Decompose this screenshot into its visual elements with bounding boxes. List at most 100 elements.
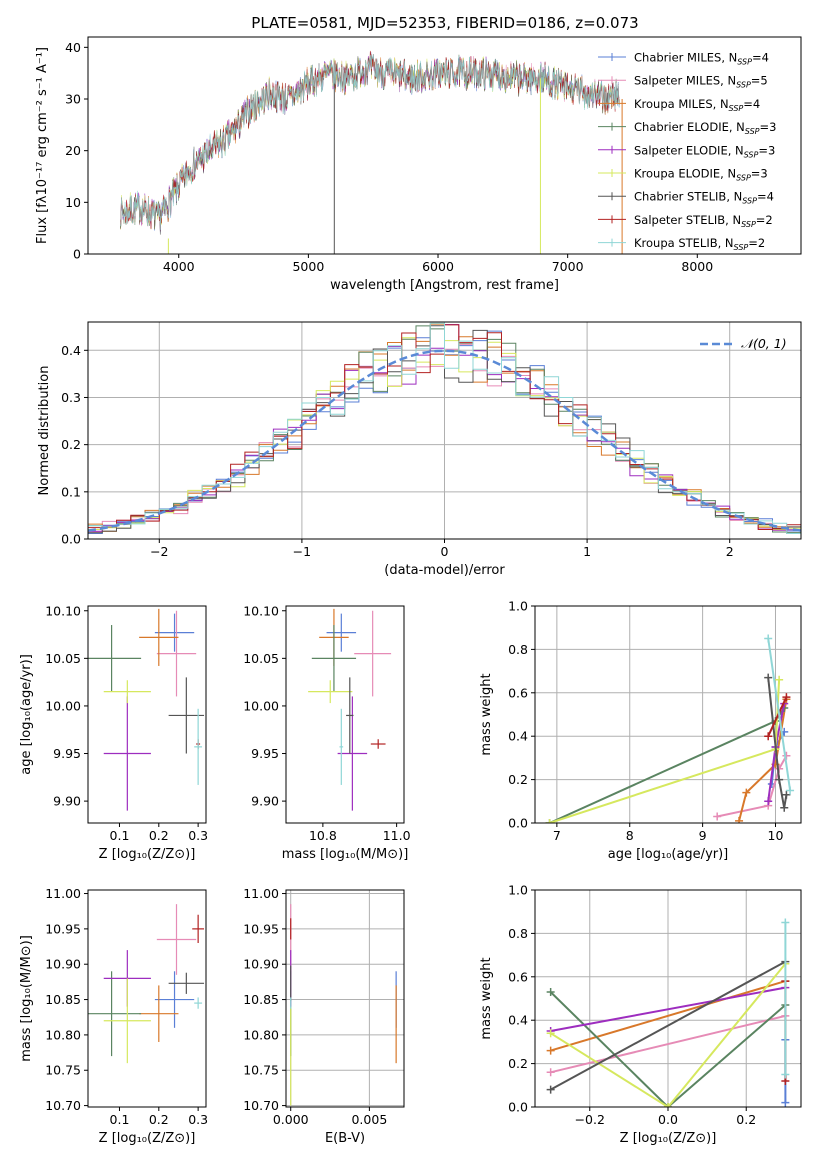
legend-label-subscript: SSP xyxy=(734,243,749,252)
x-tick-label: 0.3 xyxy=(188,1112,208,1127)
weight-line-kroupa_stelib xyxy=(767,638,792,791)
plot-area xyxy=(290,904,397,1106)
weight-marker-kroupa_elodie xyxy=(775,675,784,684)
y-tick-label: 9.90 xyxy=(251,794,279,809)
x-tick-label: 0 xyxy=(441,544,449,559)
y-tick-label: 30 xyxy=(65,92,81,107)
chart-mass-weight-vs-age: 7 8 9 10 0.0 0.2 0.4 0.6 0.8 1.0 age [log₁₀(age/yr… xyxy=(479,599,802,862)
legend-label-chabrier_elodie: Chabrier ELODIE, NSSP=3 xyxy=(634,120,776,136)
legend-label-suffix: =3 xyxy=(751,167,768,181)
y-axis-label: mass weight xyxy=(479,957,494,1039)
legend-label-salpeter_miles: Salpeter MILES, NSSP=5 xyxy=(634,74,768,90)
y-tick-label: 0.8 xyxy=(508,642,528,657)
legend-label-normal: 𝒩(0, 1) xyxy=(741,336,787,351)
weight-marker-kroupa_stelib xyxy=(764,634,773,643)
weight-marker-salpeter_stelib xyxy=(782,693,791,702)
legend-label-chabrier_stelib: Chabrier STELIB, NSSP=4 xyxy=(634,190,774,206)
plot-area xyxy=(88,322,801,534)
chart-mass-vs-ebv: 0.000 0.005 10.70 10.75 10.80 10.85 10.90 10.95… xyxy=(243,886,405,1146)
y-tick-label: 1.0 xyxy=(508,599,528,614)
x-tick-label: 10.8 xyxy=(309,828,337,843)
x-tick-label: 0.1 xyxy=(110,828,130,843)
y-tick-label: 0.4 xyxy=(61,343,81,358)
y-tick-label: 0.0 xyxy=(508,816,528,831)
legend-label-suffix: =4 xyxy=(757,190,774,204)
axes-frame xyxy=(534,889,802,1108)
legend-label-text: Chabrier ELODIE, N xyxy=(634,120,745,134)
weight-marker-kroupa_stelib xyxy=(786,786,795,795)
weight-marker-kroupa_stelib xyxy=(781,1070,790,1079)
y-tick-label: 0.3 xyxy=(61,390,81,405)
y-tick-label: 10.05 xyxy=(243,651,279,666)
x-tick-label: 1 xyxy=(583,544,591,559)
legend-label-subscript: SSP xyxy=(742,197,757,206)
plot-area xyxy=(88,904,205,1064)
y-tick-label: 40 xyxy=(65,40,81,55)
y-axis-label: Flux [fλ10⁻¹⁷ erg cm⁻² s⁻¹ A⁻¹] xyxy=(35,47,50,244)
x-axis-label: Z [log₁₀(Z/Z⊙)] xyxy=(99,1131,196,1146)
legend-label-subscript: SSP xyxy=(745,127,760,136)
x-axis-label: Z [log₁₀(Z/Z⊙)] xyxy=(620,1131,717,1146)
legend-label-text: Salpeter STELIB, N xyxy=(634,213,741,227)
weight-line-kroupa_miles xyxy=(550,980,786,1052)
x-tick-label: 9 xyxy=(699,828,707,843)
legend-label-suffix: =2 xyxy=(748,236,765,250)
x-tick-label: 0.005 xyxy=(351,1112,387,1127)
legend-label-subscript: SSP xyxy=(741,220,756,229)
legend-label-chabrier_miles: Chabrier MILES, NSSP=4 xyxy=(634,51,769,67)
weight-marker-salpeter_miles xyxy=(713,812,722,821)
y-tick-label: 10.00 xyxy=(45,698,81,713)
legend-label-suffix: =4 xyxy=(743,97,760,111)
x-tick-label: 7 xyxy=(553,828,561,843)
y-tick-label: 10.90 xyxy=(45,957,81,972)
weight-marker-chabrier_elodie xyxy=(546,987,555,996)
x-tick-label: −0.2 xyxy=(575,1112,605,1127)
weight-marker-chabrier_stelib xyxy=(775,775,784,784)
chart-mass-weight-vs-z: −0.2 0.0 0.2 0.0 0.2 0.4 0.6 0.8 1.0 Z [log₁₀(Z/Z… xyxy=(479,883,802,1146)
y-tick-label: 20 xyxy=(65,143,81,158)
x-axis-label: mass [log₁₀(M/M⊙)] xyxy=(282,847,409,862)
weight-marker-kroupa_elodie xyxy=(664,1103,672,1107)
axes-frame xyxy=(87,36,802,255)
y-tick-label: 0.0 xyxy=(508,1100,528,1115)
y-tick-label: 11.00 xyxy=(45,886,81,901)
axes-frame xyxy=(285,605,405,824)
x-tick-label: 2 xyxy=(726,544,734,559)
y-tick-label: 10.10 xyxy=(243,603,279,618)
weight-marker-kroupa_miles xyxy=(735,816,744,823)
chart-mass-vs-z: 0.1 0.2 0.3 10.70 10.75 10.80 10.85 10.90 10.95 1… xyxy=(19,886,208,1146)
x-tick-label: −2 xyxy=(150,544,168,559)
plot-area xyxy=(120,50,623,254)
weight-line-salpeter_elodie xyxy=(550,986,786,1032)
x-tick-label: 11.0 xyxy=(383,828,411,843)
legend-label-salpeter_elodie: Salpeter ELODIE, NSSP=3 xyxy=(634,143,775,159)
y-axis-label: mass weight xyxy=(479,673,494,755)
axes-frame xyxy=(87,321,802,540)
x-axis-label: (data-model)/error xyxy=(384,563,505,578)
legend-label-suffix: =3 xyxy=(758,143,775,157)
legend-label-kroupa_stelib: Kroupa STELIB, NSSP=2 xyxy=(634,236,765,252)
plot-area xyxy=(545,634,795,823)
chart-age-vs-z: 0.1 0.2 0.3 9.90 9.95 10.00 10.05 10.10 Z [log₁₀… xyxy=(19,603,208,862)
y-tick-label: 0.4 xyxy=(508,729,528,744)
legend-label-text: Kroupa STELIB, N xyxy=(634,236,734,250)
y-tick-label: 10.05 xyxy=(45,651,81,666)
x-tick-label: 8 xyxy=(626,828,634,843)
chart-residual-histogram: −2 −1 0 1 2 0.0 0.1 0.2 0.3 0.4 (data-model)/error… xyxy=(37,321,802,578)
x-tick-label: 0.1 xyxy=(110,1112,130,1127)
legend-label-suffix: =5 xyxy=(751,74,768,88)
weight-line-chabrier_elodie xyxy=(549,991,787,1107)
y-axis-label: mass [log₁₀(M/M⊙)] xyxy=(19,935,34,1062)
y-tick-label: 10 xyxy=(65,195,81,210)
weight-marker-chabrier_stelib xyxy=(546,1085,555,1094)
x-axis-label: Z [log₁₀(Z/Z⊙)] xyxy=(99,847,196,862)
weight-line-chabrier_stelib xyxy=(767,677,788,808)
x-tick-label: 0.2 xyxy=(149,828,169,843)
chart-age-vs-mass: 10.8 11.0 9.90 9.95 10.00 10.05 10.10 mass [log… xyxy=(243,603,410,862)
x-tick-label: 0.2 xyxy=(149,1112,169,1127)
y-tick-label: 0.6 xyxy=(508,685,528,700)
legend-label-text: Salpeter ELODIE, N xyxy=(634,143,744,157)
y-tick-label: 0.4 xyxy=(508,1013,528,1028)
y-tick-label: 0.1 xyxy=(61,484,81,499)
